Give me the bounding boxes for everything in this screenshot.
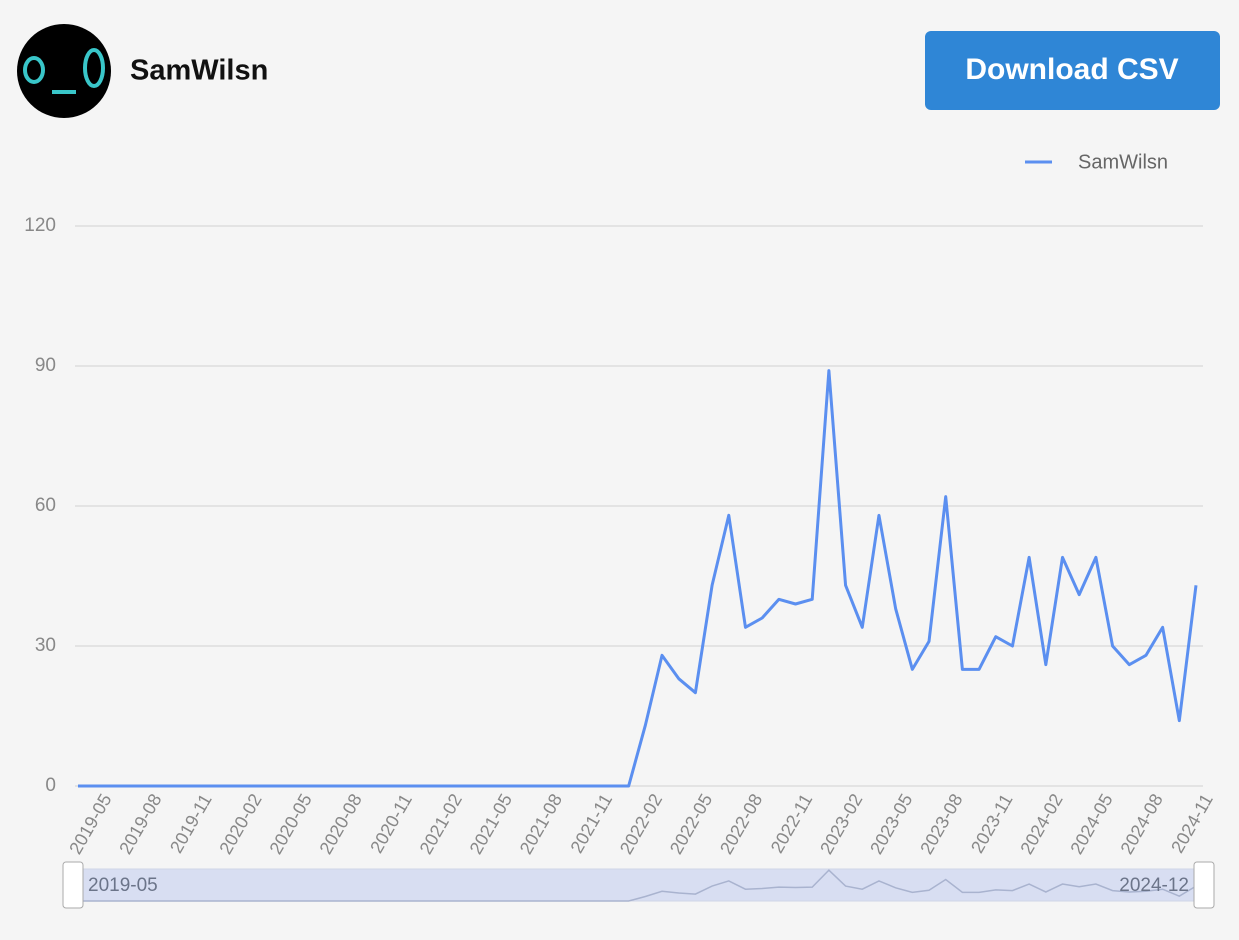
avatar-eye [23,56,45,84]
download-button[interactable] [925,31,1220,110]
legend-label: SamWilsn [1078,151,1168,173]
y-tick-label: 60 [35,495,56,516]
zoom-end-label: 2024-12 [1119,875,1189,896]
download-button-label: Download CSV [965,53,1178,86]
username: SamWilsn [130,55,268,87]
data-line [78,369,1198,788]
zoom-handle[interactable] [62,861,84,909]
y-tick-label: 0 [45,775,56,796]
zoom-preview [78,869,1197,902]
zoom-start-label: 2019-05 [88,875,158,896]
zoom-track [72,868,1205,902]
y-tick-label: 90 [35,355,56,376]
avatar-eye [83,48,105,88]
y-tick-label: 30 [35,635,56,656]
zoom-handle[interactable] [1193,861,1215,909]
avatar[interactable] [17,24,111,118]
y-tick-label: 120 [24,215,56,236]
